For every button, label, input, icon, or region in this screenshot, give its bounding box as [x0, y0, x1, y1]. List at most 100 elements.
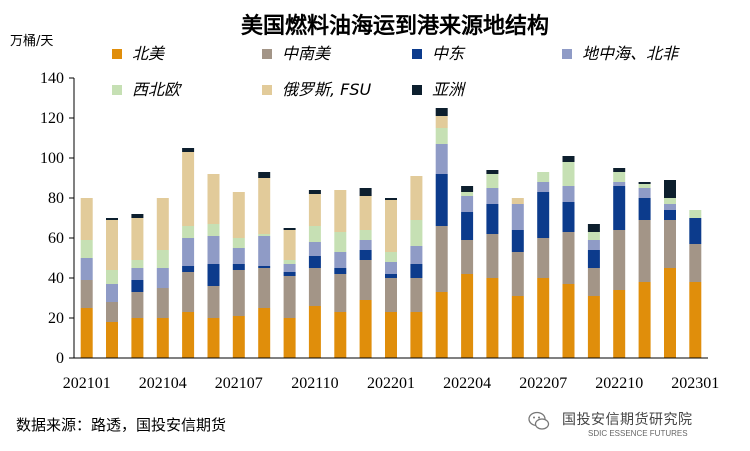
- bar-segment: [258, 234, 271, 236]
- bar-segment: [308, 306, 321, 358]
- bar-segment: [131, 260, 144, 268]
- y-tick-label: 120: [40, 110, 64, 127]
- x-tick-label: 202101: [63, 375, 111, 392]
- bar-segment: [131, 218, 144, 260]
- bar-segment: [80, 308, 93, 358]
- watermark-subtitle: SDIC ESSENCE FUTURES: [588, 429, 688, 438]
- bar-segment: [156, 288, 169, 318]
- bar-segment: [308, 256, 321, 268]
- legend-swatch: [562, 49, 572, 59]
- x-tick-label: 202104: [139, 375, 187, 392]
- bar-segment: [435, 292, 448, 358]
- bar-segment: [334, 252, 347, 268]
- bar-segment: [562, 284, 575, 358]
- legend-label: 西北欧: [132, 80, 183, 99]
- data-source-note: 数据来源：路透，国投安信期货: [16, 416, 227, 434]
- x-tick-label: 202301: [671, 375, 719, 392]
- bar-segment: [689, 210, 702, 218]
- bar-segment: [232, 248, 245, 264]
- bar-segment: [638, 220, 651, 282]
- legend-swatch: [112, 85, 122, 95]
- bar-segment: [334, 312, 347, 358]
- bar-segment: [562, 162, 575, 186]
- bar-segment: [283, 228, 296, 230]
- bar-segment: [232, 270, 245, 316]
- bar-segment: [385, 252, 397, 262]
- bar-segment: [486, 170, 499, 174]
- bar-segment: [359, 230, 372, 240]
- bar-segment: [664, 220, 676, 268]
- bar-segment: [511, 230, 524, 252]
- bar-segment: [613, 186, 626, 230]
- bar-segment: [587, 224, 600, 232]
- bar-segment: [385, 198, 397, 200]
- bar-segment: [435, 226, 448, 292]
- y-tick-label: 20: [48, 310, 64, 327]
- bar-segment: [359, 240, 372, 250]
- bar-segment: [664, 180, 676, 198]
- bar-segment: [334, 232, 347, 252]
- y-tick-label: 0: [56, 350, 64, 367]
- bar-segment: [562, 156, 575, 162]
- legend-label: 俄罗斯, FSU: [282, 80, 372, 99]
- bar-segment: [182, 226, 195, 238]
- bar-segment: [334, 190, 347, 232]
- bar-segment: [385, 262, 397, 274]
- bar-segment: [461, 212, 474, 240]
- legend-label: 地中海、北非: [582, 44, 680, 63]
- chart-title: 美国燃料油海运到港来源地结构: [241, 13, 549, 39]
- bar-segment: [385, 312, 397, 358]
- bar-segment: [461, 192, 474, 196]
- bar-segment: [283, 272, 296, 276]
- x-tick-label: 202107: [215, 375, 263, 392]
- bar-segment: [511, 204, 524, 230]
- watermark-name: 国投安信期货研究院: [562, 412, 693, 428]
- bar-segment: [182, 148, 195, 152]
- bar-segment: [258, 266, 271, 268]
- bar-segment: [334, 268, 347, 274]
- bar-segment: [359, 260, 372, 300]
- bar-segment: [537, 238, 550, 278]
- x-tick-label: 202201: [367, 375, 415, 392]
- bar-segment: [435, 108, 448, 116]
- bar-segment: [207, 264, 220, 286]
- x-tick-label: 202210: [595, 375, 643, 392]
- y-axis-unit: 万桶/天: [10, 34, 53, 49]
- bar-segment: [232, 264, 245, 270]
- x-tick-label: 202110: [291, 375, 338, 392]
- bar-segment: [511, 252, 524, 296]
- legend-label: 亚洲: [432, 80, 466, 99]
- bar-segment: [359, 250, 372, 260]
- bar-segment: [258, 268, 271, 308]
- bar-segment: [664, 204, 676, 210]
- bar-segment: [587, 268, 600, 296]
- bar-segment: [461, 240, 474, 274]
- legend-swatch: [112, 49, 122, 59]
- wechat-icon: [528, 411, 550, 430]
- bar-segment: [80, 240, 93, 258]
- watermark: 国投安信期货研究院 SDIC ESSENCE FUTURES: [528, 409, 746, 443]
- y-tick-label: 100: [40, 150, 64, 167]
- legend-swatch: [412, 49, 422, 59]
- bar-segment: [689, 282, 702, 358]
- bar-segment: [131, 292, 144, 318]
- bar-segment: [308, 190, 321, 194]
- bar-segment: [613, 182, 626, 186]
- bar-segment: [359, 196, 372, 230]
- bar-segment: [359, 188, 372, 196]
- bar-segment: [537, 278, 550, 358]
- y-tick-label: 60: [48, 230, 64, 247]
- bar-segment: [207, 224, 220, 236]
- bar-segment: [410, 278, 423, 312]
- bar-segment: [283, 276, 296, 318]
- bar-segment: [435, 144, 448, 174]
- bar-segment: [283, 318, 296, 358]
- y-tick-label: 80: [48, 190, 64, 207]
- bar-segment: [106, 270, 118, 284]
- legend-swatch: [412, 85, 422, 95]
- bar-segment: [537, 172, 550, 182]
- bar-segment: [689, 218, 702, 244]
- bar-segment: [106, 220, 118, 270]
- bar-segment: [537, 182, 550, 192]
- bar-segment: [106, 302, 118, 322]
